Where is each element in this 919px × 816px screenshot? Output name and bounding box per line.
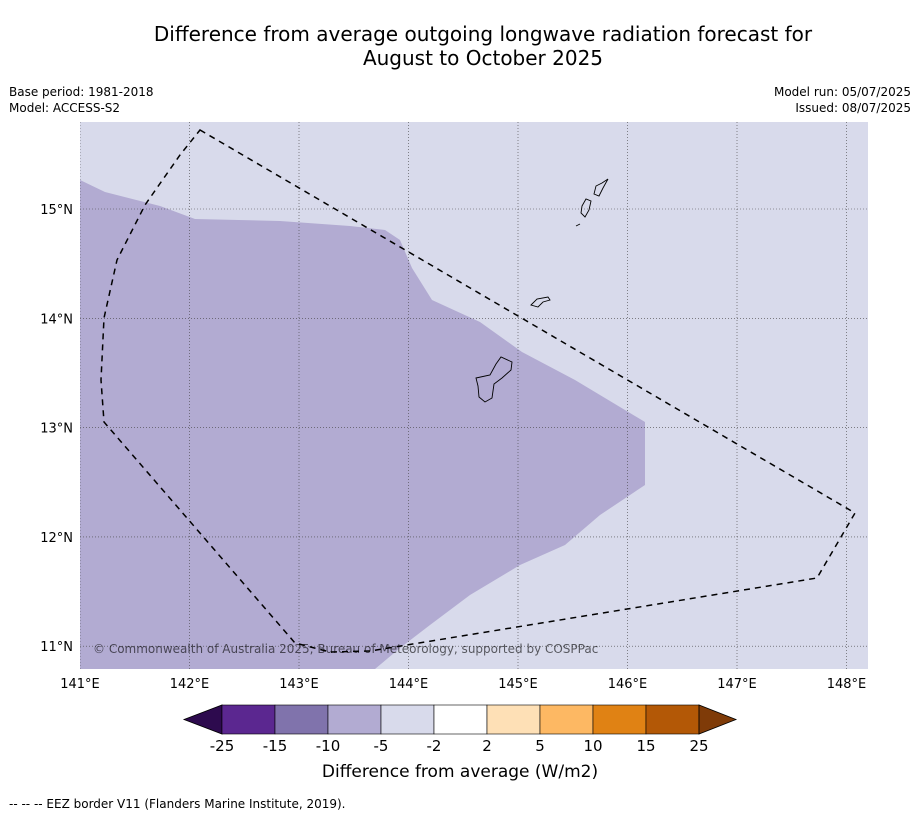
anomaly-region-dark <box>80 180 645 669</box>
colorbar-tick-label: 5 <box>535 737 545 755</box>
colorbar-segment <box>539 704 594 735</box>
lat-tick-label: 12°N <box>40 531 73 546</box>
meta-left: Base period: 1981-2018 Model: ACCESS-S2 <box>9 84 154 116</box>
island-aguijan <box>575 223 581 227</box>
colorbar-segment <box>380 704 435 735</box>
lon-tick-label: 146°E <box>608 677 648 692</box>
lon-tick-label: 145°E <box>498 677 538 692</box>
colorbar-segment <box>592 704 647 735</box>
graticule <box>80 122 868 669</box>
axis-ticks: 141°E 142°E 143°E 144°E 145°E 146°E 147°E 148°E… <box>40 203 866 692</box>
colorbar <box>182 704 738 735</box>
colorbar-tick-label: 25 <box>689 737 709 755</box>
model-run: Model run: 05/07/2025 <box>773 85 911 99</box>
model-name: Model: ACCESS-S2 <box>9 101 121 115</box>
colorbar-extend-high <box>698 704 738 735</box>
colorbar-segment <box>274 704 329 735</box>
anomaly-region-light-corner <box>805 638 868 669</box>
lat-tick-label: 13°N <box>40 422 73 437</box>
colorbar-label: Difference from average (W/m2) <box>321 762 599 782</box>
colorbar-extend-low <box>182 704 223 735</box>
eez-legend: -- -- -- EEZ border V11 (Flanders Marine… <box>9 797 346 811</box>
colorbar-tick-label: -15 <box>262 737 288 755</box>
lon-tick-label: 142°E <box>170 677 210 692</box>
meta-right: Model run: 05/07/2025 Issued: 08/07/2025 <box>774 84 911 116</box>
colorbar-segment <box>645 704 700 735</box>
base-period: Base period: 1981-2018 <box>9 85 154 99</box>
colorbar-tick-label: -10 <box>315 737 341 755</box>
map-title: Difference from average outgoing longwav… <box>0 22 919 70</box>
lon-tick-label: 147°E <box>717 677 757 692</box>
island-guam <box>475 356 513 403</box>
colorbar-tick-label: 10 <box>583 737 603 755</box>
map-panel: © Commonwealth of Australia 2025, Bureau… <box>80 122 868 669</box>
eez-border <box>100 129 857 653</box>
colorbar-segment <box>433 704 488 735</box>
colorbar-tick-label: 2 <box>482 737 492 755</box>
issued-date: Issued: 08/07/2025 <box>795 101 911 115</box>
lat-tick-label: 14°N <box>40 312 73 327</box>
lon-tick-label: 141°E <box>60 677 100 692</box>
colorbar-tick-label: -25 <box>209 737 235 755</box>
lon-tick-label: 144°E <box>389 677 429 692</box>
title-line-1: Difference from average outgoing longwav… <box>153 22 813 46</box>
colorbar-tick-label: 15 <box>636 737 656 755</box>
title-line-2: August to October 2025 <box>362 46 604 70</box>
lon-tick-label: 148°E <box>827 677 867 692</box>
copyright-text: © Commonwealth of Australia 2025, Bureau… <box>93 642 598 656</box>
colorbar-tick-label: -5 <box>373 737 389 755</box>
colorbar-segment <box>221 704 276 735</box>
colorbar-tick-label: -2 <box>426 737 442 755</box>
lat-tick-label: 11°N <box>40 640 73 655</box>
lon-tick-label: 143°E <box>279 677 319 692</box>
lat-tick-label: 15°N <box>40 203 73 218</box>
island-tinian <box>580 198 592 218</box>
colorbar-segment <box>327 704 382 735</box>
islands <box>475 178 609 403</box>
island-rota <box>530 296 551 308</box>
colorbar-segment <box>486 704 541 735</box>
island-saipan <box>593 178 609 197</box>
